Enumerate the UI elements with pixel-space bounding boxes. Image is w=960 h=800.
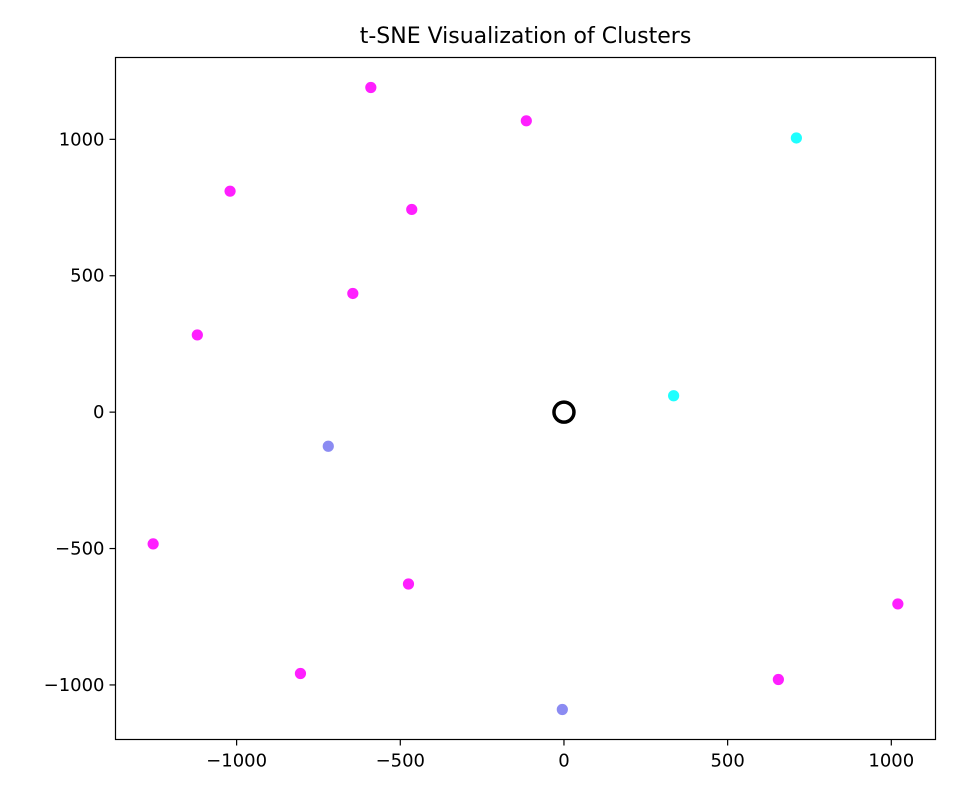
data-point (191, 329, 203, 341)
x-tick-label: −1000 (206, 751, 267, 772)
y-tick-label: 500 (70, 266, 104, 287)
x-tick-label: 1000 (868, 751, 914, 772)
data-point (402, 578, 415, 590)
x-tick-label: 0 (558, 751, 569, 772)
ticks-layer: −1000 −500 0 500 1000 −1000 −500 0 500 1000 (44, 129, 915, 771)
data-point (892, 598, 904, 610)
plot-area-frame (114, 56, 937, 741)
data-point (147, 538, 159, 550)
y-tick-label: −500 (55, 539, 104, 560)
data-point (406, 203, 418, 216)
points-layer (147, 81, 904, 716)
data-point (224, 185, 236, 197)
data-point (668, 390, 680, 402)
data-point (347, 287, 359, 300)
x-tick-label: 500 (710, 751, 744, 772)
y-tick-label: 0 (93, 402, 104, 423)
y-tick-label: 1000 (59, 129, 105, 150)
data-point (520, 115, 532, 127)
data-point (365, 81, 377, 94)
data-point (772, 673, 784, 686)
data-point (294, 667, 307, 680)
x-tick-label: −500 (376, 751, 425, 772)
y-tick-label: −1000 (44, 675, 105, 696)
data-point (790, 132, 802, 144)
chart-title: t-SNE Visualization of Clusters (360, 24, 692, 49)
highlight-ring-marker (552, 400, 576, 424)
data-point (322, 440, 334, 452)
data-point (556, 703, 568, 716)
